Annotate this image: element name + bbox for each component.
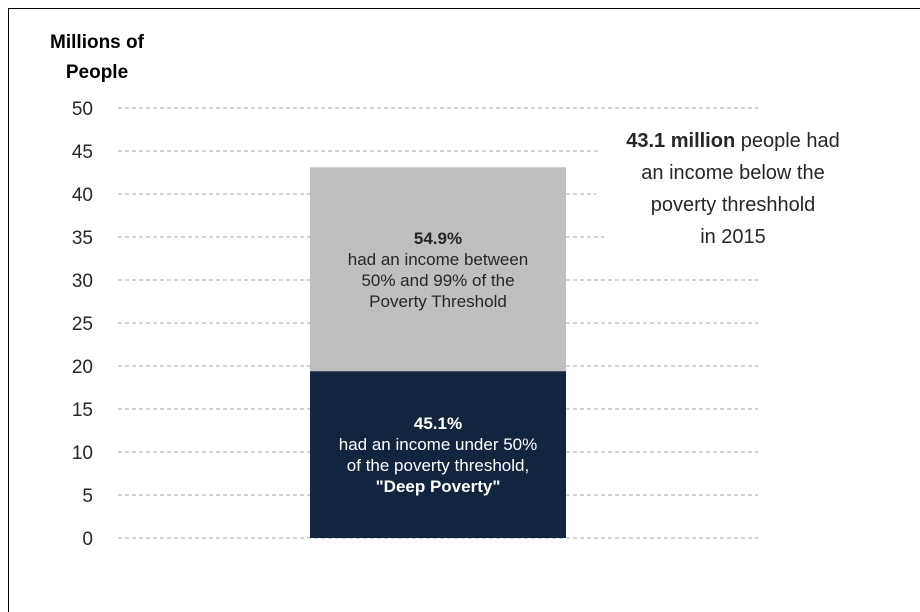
chart-frame (8, 8, 920, 612)
bar-segment-0 (310, 371, 566, 538)
y-tick-label: 5 (82, 486, 93, 507)
bar-label-line: Poverty Threshold (369, 292, 507, 311)
y-axis-label: Millions of People (50, 32, 145, 83)
bar-label-line: 50% and 99% of the (361, 271, 514, 290)
annotation-line: in 2015 (700, 226, 766, 248)
annotation-line: poverty threshhold (651, 194, 816, 216)
y-tick-label: 35 (72, 228, 93, 249)
y-axis-label-line: Millions of (50, 32, 145, 53)
annotation-bold: 43.1 million (626, 130, 735, 152)
y-tick-label: 45 (72, 142, 93, 163)
annotation-rest: people had (735, 130, 840, 152)
annotation-line: 43.1 million people had (626, 130, 839, 152)
bar-label-line: "Deep Poverty" (376, 477, 501, 496)
bar-label-line: had an income under 50% (339, 435, 537, 454)
y-tick-label: 10 (72, 443, 93, 464)
y-tick-label: 0 (82, 529, 93, 550)
y-tick-label: 50 (72, 99, 93, 120)
y-tick-label: 15 (72, 400, 93, 421)
bar-label-line: 54.9% (414, 229, 462, 248)
bar-label-line: 45.1% (414, 414, 462, 433)
bar-labels: 45.1% had an income under 50% of the pover… (339, 229, 537, 496)
y-tick-label: 40 (72, 185, 93, 206)
y-tick-label: 30 (72, 271, 93, 292)
bar-label-line: had an income between (348, 250, 529, 269)
y-tick-label: 25 (72, 314, 93, 335)
y-axis-label-line: People (66, 62, 128, 83)
annotation-line: an income below the (641, 162, 824, 184)
bar-label-line: of the poverty threshold, (347, 456, 529, 475)
y-tick-label: 20 (72, 357, 93, 378)
bar-segments (310, 167, 566, 538)
y-axis-ticks: 0 5 10 15 20 25 30 35 40 45 50 (72, 99, 93, 550)
annotation: 43.1 million people had an income below t… (626, 130, 839, 248)
bar-segment-1 (310, 167, 566, 372)
